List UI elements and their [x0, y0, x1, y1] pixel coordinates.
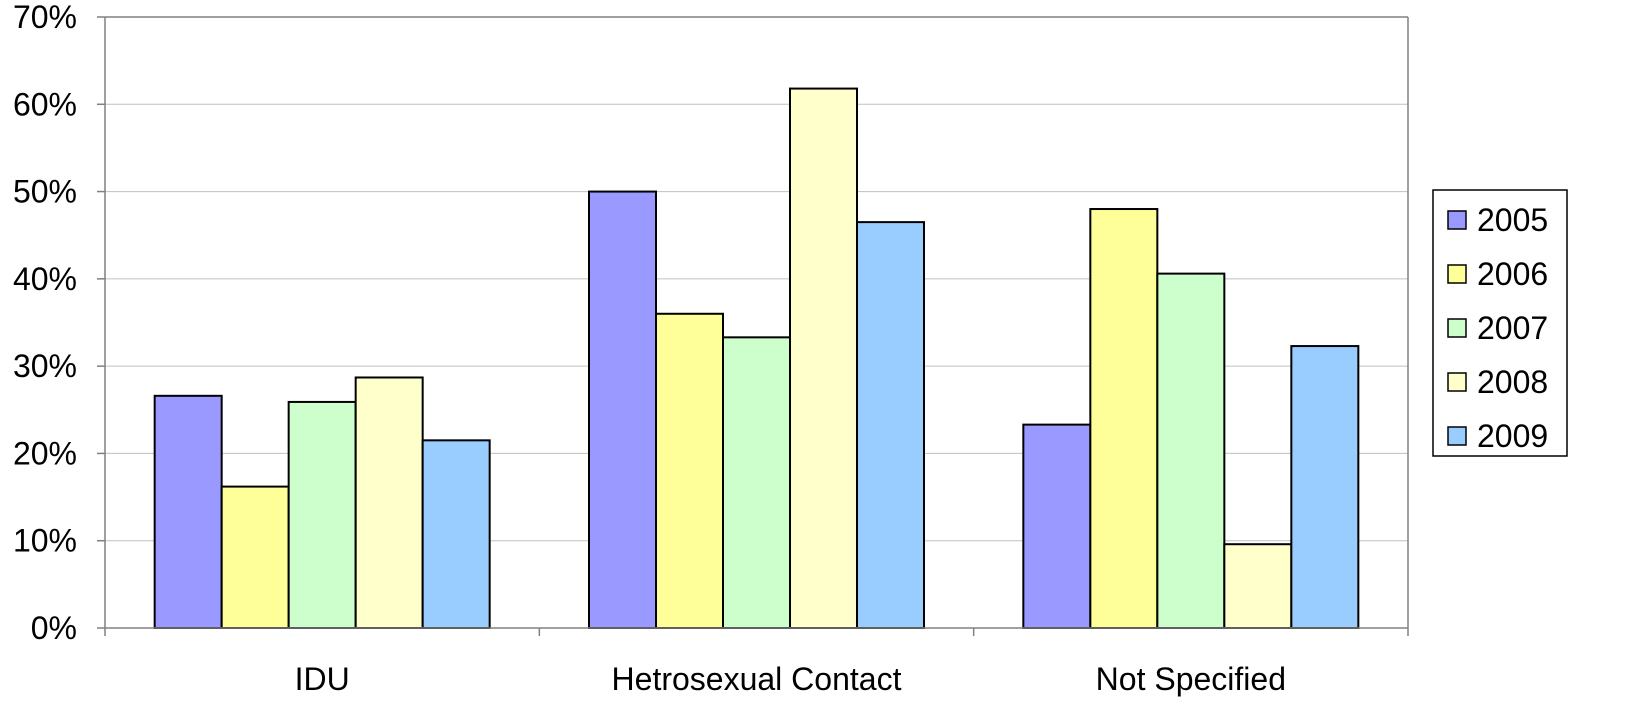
bar-2008-1	[789, 87, 858, 630]
x-category-label: Hetrosexual Contact	[612, 661, 902, 697]
y-tick-label: 10%	[13, 523, 77, 559]
legend-label-2006: 2006	[1477, 256, 1548, 292]
y-tick-label: 40%	[13, 261, 77, 297]
legend-swatch-2007	[1447, 318, 1467, 338]
bar-2009-1	[856, 221, 925, 629]
bar-2005-0	[153, 394, 223, 629]
bars	[153, 87, 1360, 630]
x-axis-categories: IDU Hetrosexual Contact Not Specified	[295, 661, 1286, 697]
x-category-label: IDU	[295, 661, 350, 697]
bar-2008-2	[1223, 543, 1293, 629]
legend-label-2007: 2007	[1477, 310, 1548, 346]
bar-2007-1	[722, 336, 791, 629]
bar-2006-2	[1089, 208, 1159, 629]
legend-swatch-2009	[1447, 426, 1467, 446]
y-tick-label: 60%	[13, 86, 77, 122]
legend-swatch-2008	[1447, 372, 1467, 392]
y-tick-label: 20%	[13, 435, 77, 471]
legend-label-2008: 2008	[1477, 364, 1548, 400]
y-tick-label: 0%	[31, 610, 77, 646]
axes	[97, 16, 1409, 636]
y-tick-label: 50%	[13, 174, 77, 210]
y-tick-label: 70%	[13, 0, 77, 35]
legend-swatch-2005	[1447, 210, 1467, 230]
bar-2007-2	[1156, 272, 1226, 629]
y-tick-label: 30%	[13, 348, 77, 384]
y-axis-ticks: 0% 10% 20% 30% 40% 50% 60% 70%	[13, 0, 77, 646]
bar-2005-1	[588, 190, 657, 629]
bar-2005-2	[1022, 423, 1092, 630]
legend-label-2005: 2005	[1477, 202, 1548, 238]
legend-swatch-2006	[1447, 264, 1467, 284]
bar-2008-0	[354, 376, 424, 629]
bar-2007-0	[287, 400, 357, 629]
legend: 2005 2006 2007 2008 2009	[1432, 189, 1568, 457]
bar-2006-0	[220, 485, 290, 629]
bar-2009-0	[421, 439, 491, 630]
x-category-label: Not Specified	[1096, 661, 1286, 697]
legend-label-2009: 2009	[1477, 418, 1548, 454]
bar-2009-2	[1290, 345, 1360, 629]
bar-2006-1	[655, 312, 724, 629]
